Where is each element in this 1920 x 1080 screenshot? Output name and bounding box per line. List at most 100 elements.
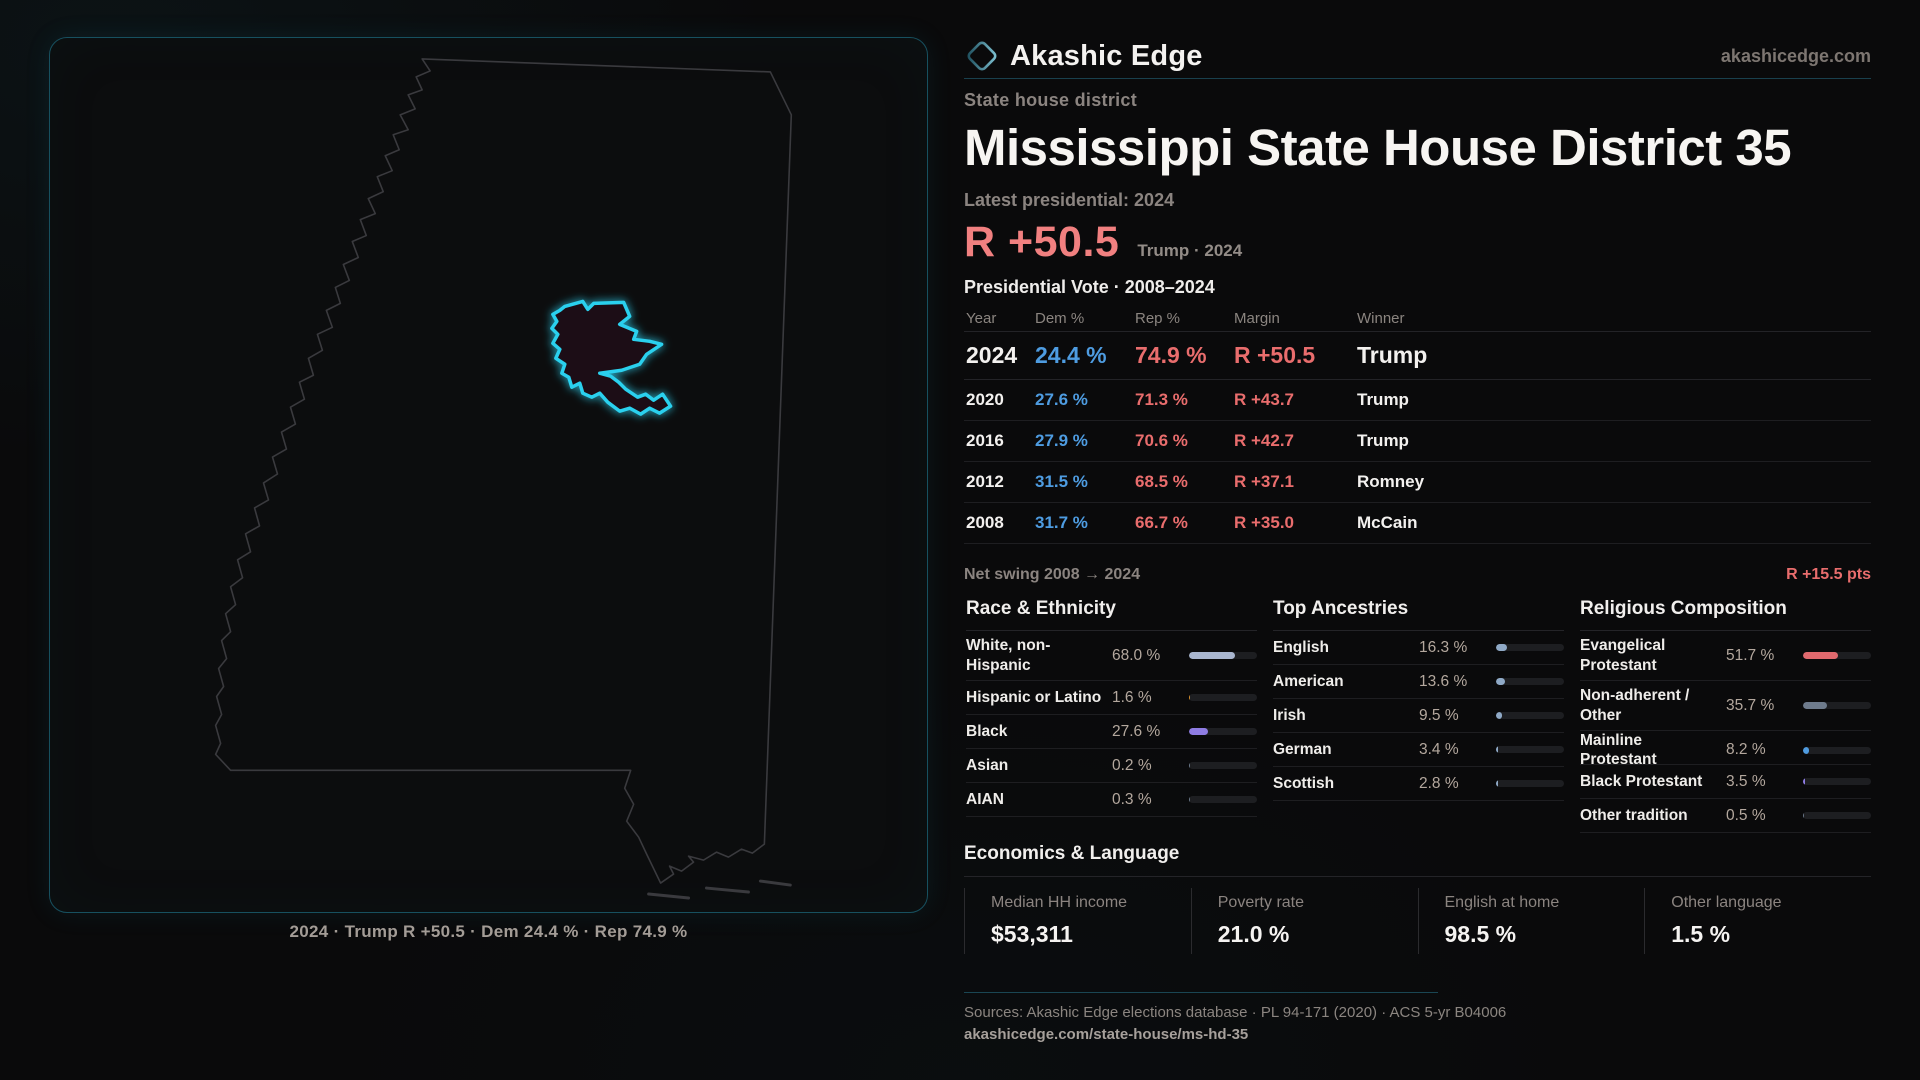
stat-value: 3.5 % xyxy=(1726,772,1766,790)
card-label: Other language xyxy=(1671,894,1782,911)
stat-label: Hispanic or Latino xyxy=(966,688,1102,706)
cell-dem: 27.6 % xyxy=(1035,390,1088,409)
district-shape[interactable] xyxy=(550,299,673,416)
stat-bar xyxy=(1803,702,1871,709)
race-ethnicity-panel: Race & Ethnicity White, non-Hispanic 68.… xyxy=(966,598,1257,817)
col-winner: Winner xyxy=(1357,310,1405,327)
cell-margin: R +37.1 xyxy=(1234,472,1295,491)
cell-rep: 66.7 % xyxy=(1135,513,1188,532)
stat-value: 1.6 % xyxy=(1112,688,1152,706)
footer-divider xyxy=(964,992,1438,993)
econ-card: Median HH income $53,311 xyxy=(964,888,1191,954)
stat-bar xyxy=(1496,712,1564,719)
table-row: 2020 27.6 % 71.3 % R +43.7 Trump xyxy=(964,380,1871,421)
stat-row: German 3.4 % xyxy=(1273,733,1564,767)
stat-value: 13.6 % xyxy=(1419,672,1468,690)
stat-value: 3.4 % xyxy=(1419,740,1459,758)
report-column: Akashic Edge akashicedge.com State house… xyxy=(964,0,1871,1080)
table-row: 2024 24.4 % 74.9 % R +50.5 Trump xyxy=(964,332,1871,380)
headline-margin: R +50.5 Trump · 2024 xyxy=(964,218,1242,267)
page-title: Mississippi State House District 35 xyxy=(964,119,1792,176)
site-link[interactable]: akashicedge.com xyxy=(1720,45,1871,66)
cell-winner: Trump xyxy=(1357,342,1428,368)
cell-winner: Romney xyxy=(1357,472,1425,491)
margin-value: R +50.5 xyxy=(964,218,1120,266)
cell-margin: R +50.5 xyxy=(1234,342,1316,368)
state-outline xyxy=(214,58,793,884)
map-caption: 2024 · Trump R +50.5 · Dem 24.4 % · Rep … xyxy=(289,922,688,941)
header-divider xyxy=(964,78,1871,79)
table-title: Presidential Vote · 2008–2024 xyxy=(964,277,1215,297)
cell-rep: 68.5 % xyxy=(1135,472,1188,491)
stat-value: 8.2 % xyxy=(1726,741,1766,759)
ancestries-panel: Top Ancestries English 16.3 % American 1… xyxy=(1273,598,1564,801)
stat-label: Black xyxy=(966,722,1008,740)
cell-year: 2020 xyxy=(966,390,1004,409)
econ-card: English at home 98.5 % xyxy=(1417,888,1645,954)
stat-value: 0.3 % xyxy=(1112,790,1152,808)
stat-row: Scottish 2.8 % xyxy=(1273,767,1564,801)
table-row: 2012 31.5 % 68.5 % R +37.1 Romney xyxy=(964,462,1871,503)
stat-bar xyxy=(1189,796,1257,803)
cell-dem: 27.9 % xyxy=(1035,431,1088,450)
stat-row: White, non-Hispanic 68.0 % xyxy=(966,631,1257,681)
stat-row: Other tradition 0.5 % xyxy=(1580,799,1871,833)
diamond-icon xyxy=(967,41,997,71)
cell-rep: 71.3 % xyxy=(1135,390,1188,409)
stat-row: Black Protestant 3.5 % xyxy=(1580,765,1871,799)
religion-panel: Religious Composition Evangelical Protes… xyxy=(1580,598,1871,833)
stat-bar xyxy=(1803,812,1871,819)
stat-label: Black Protestant xyxy=(1580,772,1703,790)
permalink[interactable]: akashicedge.com/state-house/ms-hd-35 xyxy=(964,1026,1249,1043)
stat-value: 9.5 % xyxy=(1419,706,1459,724)
cell-margin: R +43.7 xyxy=(1234,390,1295,409)
stat-value: 0.5 % xyxy=(1726,806,1766,824)
stat-bar xyxy=(1803,778,1871,785)
economics-cards: Median HH income $53,311 Poverty rate 21… xyxy=(964,888,1871,954)
cell-year: 2008 xyxy=(966,513,1004,532)
stat-bar xyxy=(1189,652,1257,659)
stat-bar xyxy=(1189,694,1257,701)
stat-value: 0.2 % xyxy=(1112,756,1152,774)
net-swing-label: Net swing 2008 → 2024 xyxy=(964,566,1141,583)
econ-card: Other language 1.5 % xyxy=(1644,888,1871,954)
stat-label: Scottish xyxy=(1273,774,1335,792)
stat-label: Other tradition xyxy=(1580,806,1688,824)
card-label: English at home xyxy=(1444,894,1560,911)
stat-bar xyxy=(1496,678,1564,685)
cell-rep: 74.9 % xyxy=(1135,342,1207,368)
panel-title: Race & Ethnicity xyxy=(966,598,1257,631)
table-row: 2008 31.7 % 66.7 % R +35.0 McCain xyxy=(964,503,1871,544)
stat-label: Evangelical Protestant xyxy=(1580,637,1666,674)
stat-label: American xyxy=(1273,672,1344,690)
card-value: 1.5 % xyxy=(1671,921,1731,947)
stat-label: Asian xyxy=(966,756,1009,774)
stat-label: AIAN xyxy=(966,790,1004,808)
brand-name: Akashic Edge xyxy=(1010,39,1203,72)
presidential-vote-table: Year Dem % Rep % Margin Winner 2024 24.4… xyxy=(964,306,1871,544)
stat-row: Evangelical Protestant 51.7 % xyxy=(1580,631,1871,681)
stat-value: 2.8 % xyxy=(1419,774,1459,792)
cell-winner: Trump xyxy=(1357,431,1409,450)
cell-year: 2012 xyxy=(966,472,1004,491)
stat-row: Asian 0.2 % xyxy=(966,749,1257,783)
cell-dem: 24.4 % xyxy=(1035,342,1107,368)
stat-bar xyxy=(1803,652,1871,659)
stat-label: White, non-Hispanic xyxy=(966,637,1051,674)
cell-winner: Trump xyxy=(1357,390,1409,409)
cell-year: 2016 xyxy=(966,431,1004,450)
sources-text: Sources: Akashic Edge elections database… xyxy=(964,1004,1507,1021)
cell-margin: R +42.7 xyxy=(1234,431,1295,450)
stat-value: 16.3 % xyxy=(1419,638,1468,656)
stat-row: Hispanic or Latino 1.6 % xyxy=(966,681,1257,715)
card-value: 98.5 % xyxy=(1444,921,1517,947)
stat-bar xyxy=(1496,746,1564,753)
card-value: $53,311 xyxy=(991,921,1073,947)
stat-value: 35.7 % xyxy=(1726,696,1775,714)
cell-year: 2024 xyxy=(966,342,1018,368)
barrier-islands xyxy=(647,879,792,900)
panel-title: Top Ancestries xyxy=(1273,598,1564,631)
cell-winner: McCain xyxy=(1357,513,1418,532)
stat-row: Non-adherent / Other 35.7 % xyxy=(1580,681,1871,731)
stat-row: English 16.3 % xyxy=(1273,631,1564,665)
